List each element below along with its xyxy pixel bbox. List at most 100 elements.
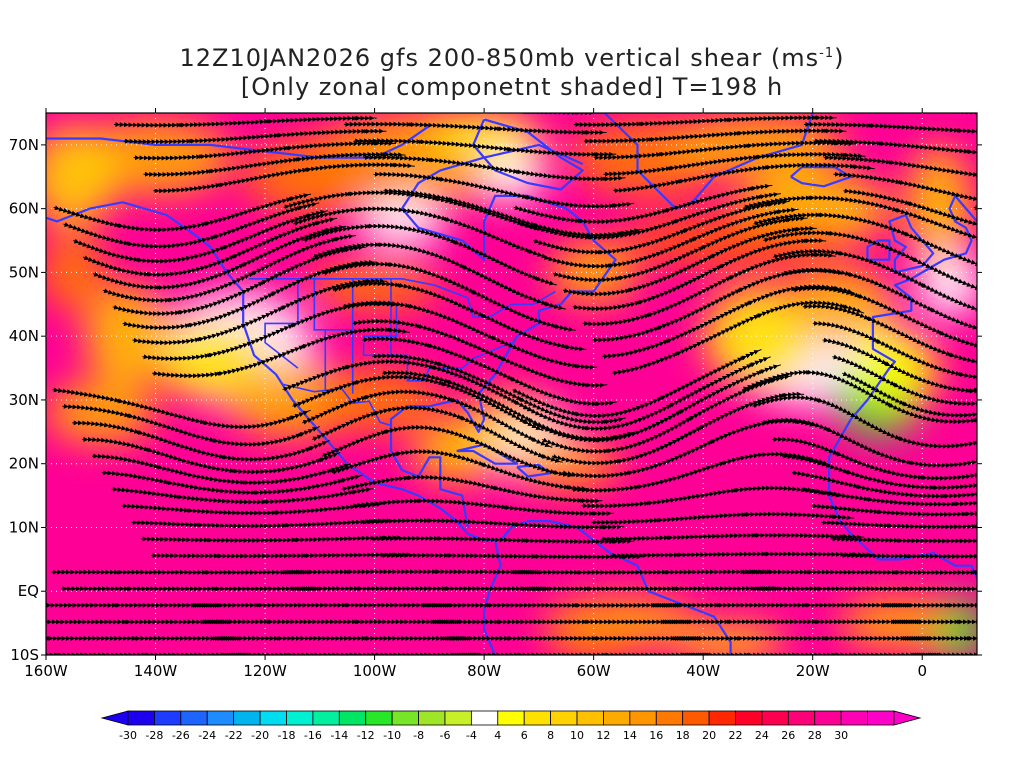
streamline bbox=[573, 115, 837, 128]
map-frame bbox=[45, 112, 978, 656]
streamline-arrow bbox=[807, 569, 812, 575]
streamline-arrow bbox=[668, 166, 674, 171]
streamline bbox=[984, 224, 993, 226]
streamline-arrow bbox=[286, 145, 291, 151]
streamline-arrow bbox=[876, 509, 882, 514]
streamline-arrow bbox=[938, 330, 944, 335]
streamline bbox=[583, 128, 847, 144]
streamline-arrow bbox=[906, 554, 912, 559]
shading-blob bbox=[308, 368, 441, 432]
streamline-arrow bbox=[666, 535, 672, 540]
streamline-arrow bbox=[409, 122, 415, 127]
streamline-arrow bbox=[202, 420, 208, 425]
lat-label: 60N bbox=[9, 200, 39, 218]
colorbar-swatch bbox=[127, 710, 155, 726]
colorbar-label: -24 bbox=[198, 729, 216, 742]
colorbar-swatch bbox=[603, 710, 631, 726]
streamline-arrow bbox=[214, 586, 220, 591]
streamline-arrow bbox=[649, 137, 654, 142]
streamline-arrow bbox=[932, 485, 937, 490]
colorbar-swatch bbox=[154, 710, 182, 726]
streamline-arrow bbox=[126, 241, 132, 246]
lon-label: 60W bbox=[577, 662, 611, 680]
lon-label: 20W bbox=[796, 662, 830, 680]
streamline-arrow bbox=[428, 157, 434, 163]
streamline-arrow bbox=[824, 636, 830, 641]
streamline-arrow bbox=[979, 236, 984, 240]
streamline-arrow bbox=[894, 570, 900, 575]
streamline bbox=[823, 155, 977, 179]
streamline-arrow bbox=[805, 101, 810, 105]
streamline-arrow bbox=[187, 323, 193, 328]
streamline-arrow bbox=[446, 553, 452, 558]
streamline-arrow bbox=[957, 619, 962, 625]
streamline-arrow bbox=[964, 511, 970, 517]
streamline-arrow bbox=[207, 353, 213, 358]
colorbar-swatch bbox=[629, 710, 657, 726]
colorbar-label: 8 bbox=[547, 729, 554, 742]
colorbar-label: 12 bbox=[596, 729, 610, 742]
chart-title-line1: 12Z10JAN2026 gfs 200-850mb vertical shea… bbox=[0, 44, 1024, 72]
streamline-arrow bbox=[597, 250, 603, 255]
streamline-arrow bbox=[909, 460, 914, 465]
streamline-arrow bbox=[218, 182, 224, 188]
streamline-arrow bbox=[737, 636, 742, 641]
streamline-arrow bbox=[603, 176, 609, 182]
streamline-arrow bbox=[308, 446, 314, 451]
streamline-arrow bbox=[974, 524, 977, 529]
streamline-arrow bbox=[216, 553, 222, 559]
streamline-arrow bbox=[639, 121, 645, 127]
streamline-arrow bbox=[206, 537, 212, 543]
streamline-arrow bbox=[814, 619, 820, 624]
streamline-arrow bbox=[257, 104, 262, 108]
colorbar-label: -18 bbox=[278, 729, 296, 742]
colorbar-label: -10 bbox=[383, 729, 401, 742]
streamline-arrow bbox=[487, 108, 492, 112]
streamline-arrow bbox=[898, 180, 904, 185]
streamline-arrow bbox=[612, 203, 617, 208]
streamline bbox=[53, 193, 312, 233]
streamline-arrow bbox=[506, 146, 512, 152]
colorbar-swatch bbox=[338, 710, 367, 726]
streamline-arrow bbox=[584, 130, 590, 135]
streamline bbox=[511, 569, 775, 575]
streamline-arrow bbox=[764, 551, 769, 557]
lat-label: 20N bbox=[9, 455, 39, 473]
streamline bbox=[363, 154, 626, 182]
streamline bbox=[1013, 274, 1017, 275]
streamline-arrow bbox=[552, 470, 558, 475]
streamline-arrow bbox=[886, 523, 892, 528]
colorbar-label: -14 bbox=[330, 729, 348, 742]
streamline-arrow bbox=[566, 485, 572, 490]
colorbar-label: -26 bbox=[172, 729, 190, 742]
streamline-arrow bbox=[167, 297, 173, 303]
streamline-arrow bbox=[984, 439, 989, 443]
colorbar-swatch bbox=[814, 710, 842, 726]
streamline-arrow bbox=[204, 570, 210, 575]
streamline-arrow bbox=[594, 152, 599, 157]
streamline-arrow bbox=[177, 310, 183, 315]
streamline-arrow bbox=[253, 490, 259, 495]
streamline bbox=[821, 519, 977, 530]
streamline-arrow bbox=[606, 448, 611, 454]
streamline-arrow bbox=[804, 603, 810, 608]
streamline bbox=[361, 518, 625, 530]
streamline-arrow bbox=[580, 498, 585, 503]
streamline-arrow bbox=[354, 116, 360, 121]
colorbar-swatch bbox=[867, 710, 895, 726]
streamline-arrow bbox=[656, 326, 662, 331]
colorbar-swatch bbox=[365, 710, 393, 726]
streamline-arrow bbox=[364, 636, 370, 641]
streamline bbox=[841, 553, 977, 559]
colorbar-swatch bbox=[523, 710, 552, 726]
colorbar-label: -4 bbox=[466, 729, 477, 742]
streamline-arrow bbox=[603, 419, 609, 424]
streamline-arrow bbox=[888, 160, 894, 165]
streamline bbox=[1012, 455, 1016, 456]
streamline bbox=[591, 511, 855, 525]
streamline-arrow bbox=[553, 323, 559, 329]
streamline-arrow bbox=[199, 154, 204, 159]
streamline-arrow bbox=[266, 119, 272, 124]
streamline-arrow bbox=[717, 103, 722, 107]
streamline-arrow bbox=[514, 522, 520, 527]
